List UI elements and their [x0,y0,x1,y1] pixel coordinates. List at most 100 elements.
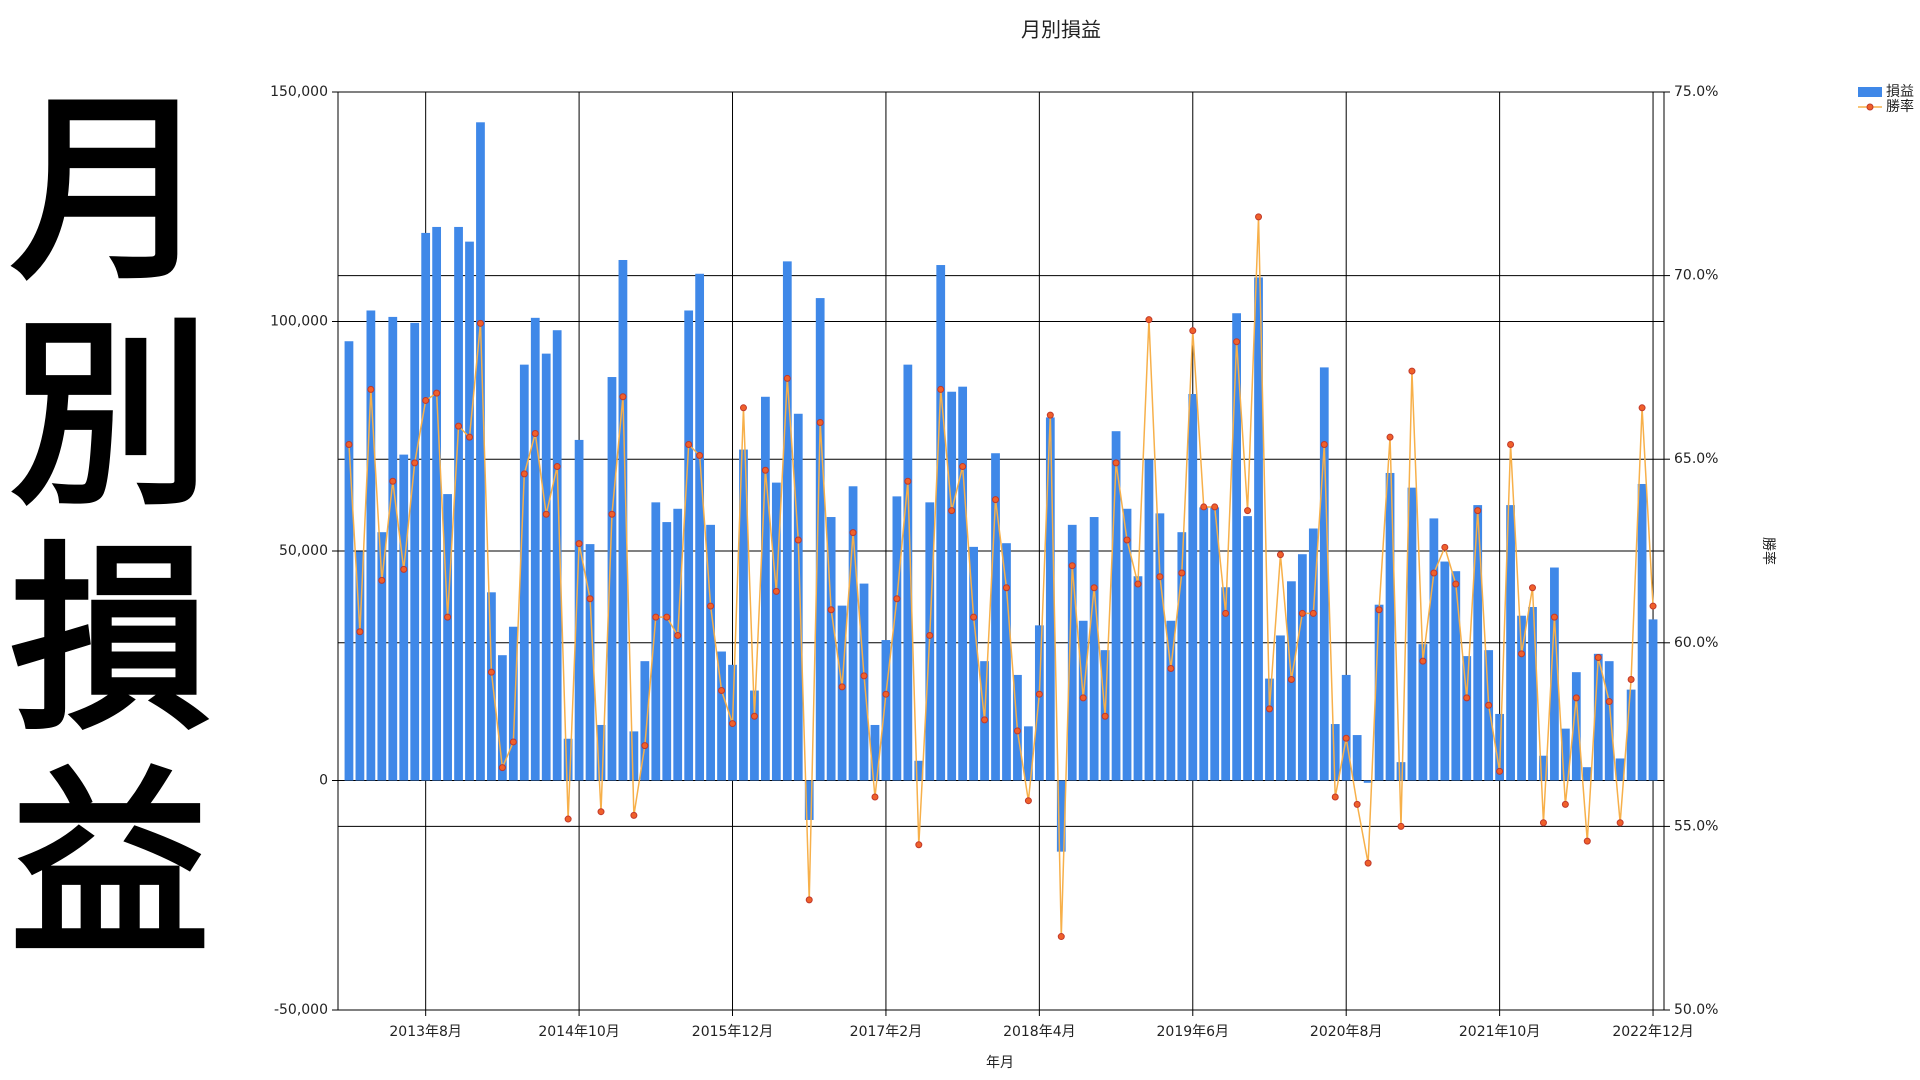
bar [530,317,540,781]
bar [377,532,387,781]
line-marker [1090,584,1098,592]
line-marker [1079,694,1087,702]
bar [739,449,748,781]
bar [1199,507,1209,781]
banner-title: 月別損益 [10,75,210,983]
bar [1177,532,1187,781]
line-marker [1474,507,1482,515]
bar [717,651,726,781]
legend-marker [1866,103,1874,111]
bar [1089,517,1099,781]
bar [1473,505,1483,781]
bar [947,391,957,781]
line-marker [1013,727,1021,735]
bar [1034,625,1044,781]
bar [640,661,650,781]
bar [1210,507,1220,781]
bar [684,310,694,781]
line-marker [783,374,791,382]
bar [1429,518,1439,781]
bar [1045,417,1055,781]
bar [958,386,968,781]
line-marker [597,808,605,816]
line-marker [827,606,835,614]
bar [793,413,803,781]
bar [629,731,639,781]
line-marker [1441,543,1449,551]
bar [421,232,431,781]
bar [366,310,376,781]
bar [1002,543,1011,781]
bar [1276,635,1285,781]
y2-tick-label: 65.0% [1674,451,1718,467]
line-marker [904,477,912,485]
bar [508,626,518,781]
bar [1232,313,1241,781]
line-marker [871,793,879,801]
line-marker [794,536,802,544]
bar [1396,762,1406,781]
line-marker [1123,536,1131,544]
line-marker [1189,327,1197,335]
bar [1604,661,1614,781]
bar [804,780,814,820]
line-marker [1134,580,1142,588]
bar [1056,780,1066,852]
bar [826,517,836,781]
line-marker [1452,580,1460,588]
line-marker [882,690,890,698]
line-marker [1178,569,1186,577]
x-tick-label: 2014年10月 [538,1024,619,1040]
line-marker [1496,767,1504,775]
bar [344,341,354,781]
line-marker [1244,507,1252,515]
line-marker [1638,404,1646,412]
bar [1111,431,1121,781]
line-marker [1255,213,1263,221]
y-tick-label: 0 [319,773,328,789]
line-marker [1200,503,1208,511]
bar [1221,587,1231,781]
bar [1484,650,1494,781]
line-marker [805,896,813,904]
line-marker [378,576,386,584]
line-marker [1572,694,1580,702]
x-tick-label: 2018年4月 [1003,1024,1076,1040]
bar [1352,735,1362,781]
bar [519,364,529,781]
x-tick-label: 2020年8月 [1310,1024,1383,1040]
line-marker [1024,797,1032,805]
bar [1122,508,1132,781]
bar [541,353,551,781]
line-marker [926,631,934,639]
y2-tick-label: 60.0% [1674,635,1718,651]
bar [969,546,978,781]
bar [1374,604,1384,781]
line-marker [498,764,506,772]
line-marker [1002,584,1010,592]
line-marker [411,459,419,467]
bar [487,592,496,781]
line-marker [816,418,824,426]
bar [1133,576,1143,781]
line-marker [1156,573,1164,581]
bar [432,226,442,781]
bar [870,724,880,781]
bar [1495,713,1505,781]
plot-frame [337,91,1665,1011]
line-marker [356,628,364,636]
line-marker [564,815,572,823]
line-marker [433,389,441,397]
bar [1254,277,1263,781]
bar [607,377,617,781]
y2-tick-label: 75.0% [1674,84,1718,100]
bar [782,261,792,781]
line-marker [487,668,495,676]
y2-tick-label: 70.0% [1674,268,1718,284]
line-marker [641,742,649,750]
banner: 月別損益 [10,75,210,983]
x-tick-label: 2017年2月 [850,1024,923,1040]
line-marker [1528,584,1536,592]
bar [695,273,705,781]
